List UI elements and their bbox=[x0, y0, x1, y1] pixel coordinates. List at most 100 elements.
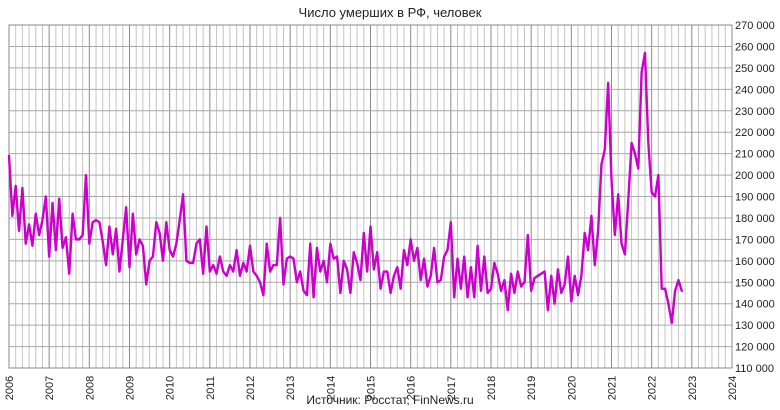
data-point bbox=[513, 292, 516, 294]
data-point bbox=[125, 206, 128, 209]
deaths-series-line bbox=[7, 51, 683, 325]
chart-source-note: Источник: Росстат, FinNews.ru bbox=[306, 393, 473, 407]
data-point bbox=[141, 244, 144, 247]
data-point bbox=[282, 283, 285, 286]
data-point bbox=[500, 289, 502, 292]
data-point bbox=[493, 262, 496, 264]
data-point bbox=[205, 225, 208, 228]
data-point bbox=[105, 264, 107, 266]
data-point bbox=[393, 274, 395, 277]
x-tick-label: 2022 bbox=[647, 376, 659, 400]
data-point bbox=[426, 285, 429, 288]
data-point bbox=[640, 71, 643, 74]
data-point bbox=[466, 296, 469, 299]
data-point bbox=[403, 249, 405, 251]
data-point bbox=[322, 259, 325, 262]
data-point bbox=[550, 274, 553, 277]
data-point bbox=[44, 195, 47, 198]
data-point bbox=[289, 255, 292, 258]
x-tick-label: 2008 bbox=[84, 376, 96, 400]
data-point bbox=[222, 270, 225, 273]
data-point bbox=[329, 242, 332, 245]
data-point bbox=[14, 184, 17, 187]
data-point bbox=[409, 238, 412, 241]
data-point bbox=[326, 281, 328, 284]
data-point bbox=[158, 232, 161, 234]
data-point bbox=[657, 174, 660, 176]
data-point bbox=[637, 167, 640, 170]
data-point bbox=[68, 272, 71, 275]
y-tick-label: 190 000 bbox=[735, 192, 775, 204]
x-tick-label: 2010 bbox=[165, 376, 177, 400]
data-point bbox=[630, 142, 633, 144]
data-point bbox=[21, 187, 24, 189]
data-point bbox=[51, 202, 54, 204]
data-point bbox=[617, 193, 620, 196]
x-tick-label: 2020 bbox=[566, 376, 578, 400]
y-tick-label: 160 000 bbox=[735, 256, 775, 268]
data-point bbox=[342, 259, 345, 262]
data-point bbox=[272, 264, 275, 266]
data-point bbox=[577, 294, 579, 297]
data-point bbox=[148, 259, 151, 262]
data-point bbox=[413, 259, 415, 262]
data-point bbox=[91, 221, 94, 224]
data-point bbox=[573, 274, 576, 277]
data-point bbox=[644, 51, 646, 54]
x-tick-label: 2023 bbox=[687, 376, 699, 400]
data-point bbox=[470, 266, 472, 269]
data-point bbox=[449, 221, 452, 224]
data-point bbox=[580, 274, 583, 277]
data-point bbox=[620, 242, 623, 245]
data-point bbox=[299, 270, 302, 273]
data-point bbox=[34, 212, 37, 215]
data-point bbox=[302, 289, 305, 292]
data-point bbox=[41, 219, 44, 221]
data-point bbox=[459, 287, 462, 290]
data-point bbox=[359, 279, 362, 282]
data-point bbox=[78, 238, 81, 241]
data-point bbox=[195, 242, 198, 245]
data-point bbox=[369, 225, 372, 228]
y-tick-label: 120 000 bbox=[735, 342, 775, 354]
data-point bbox=[215, 272, 218, 275]
x-tick-label: 2019 bbox=[526, 376, 538, 400]
data-point bbox=[406, 264, 409, 266]
data-point bbox=[456, 257, 459, 260]
data-point bbox=[8, 154, 10, 157]
data-point bbox=[172, 255, 174, 258]
data-point bbox=[178, 219, 181, 221]
x-tick-label: 2021 bbox=[607, 376, 619, 400]
data-point bbox=[433, 247, 435, 249]
y-tick-label: 250 000 bbox=[735, 63, 775, 75]
x-tick-label: 2014 bbox=[325, 376, 337, 400]
data-point bbox=[182, 193, 184, 196]
data-point bbox=[202, 272, 205, 275]
axis-tick-labels: 110 000 120 000 130 000 140 000 150 000 160 0… bbox=[4, 20, 775, 400]
data-point bbox=[496, 272, 499, 275]
data-point bbox=[396, 266, 399, 269]
data-point bbox=[101, 240, 104, 243]
data-point bbox=[131, 212, 134, 215]
data-point bbox=[155, 221, 158, 224]
data-point bbox=[570, 300, 573, 303]
data-point bbox=[162, 259, 164, 262]
data-point bbox=[510, 272, 512, 275]
data-point bbox=[453, 296, 456, 299]
y-tick-label: 270 000 bbox=[735, 20, 775, 32]
data-point bbox=[680, 289, 683, 292]
data-point bbox=[419, 279, 422, 282]
data-point bbox=[275, 264, 278, 266]
data-point bbox=[259, 281, 261, 284]
y-tick-label: 230 000 bbox=[735, 106, 775, 118]
data-point bbox=[88, 242, 91, 245]
data-point bbox=[603, 148, 606, 151]
data-point bbox=[242, 262, 245, 264]
data-point bbox=[543, 270, 546, 273]
data-point bbox=[54, 249, 57, 251]
data-point bbox=[473, 296, 476, 299]
data-point bbox=[346, 268, 348, 271]
data-point bbox=[208, 270, 211, 273]
data-point bbox=[292, 257, 295, 260]
data-point bbox=[526, 234, 529, 236]
